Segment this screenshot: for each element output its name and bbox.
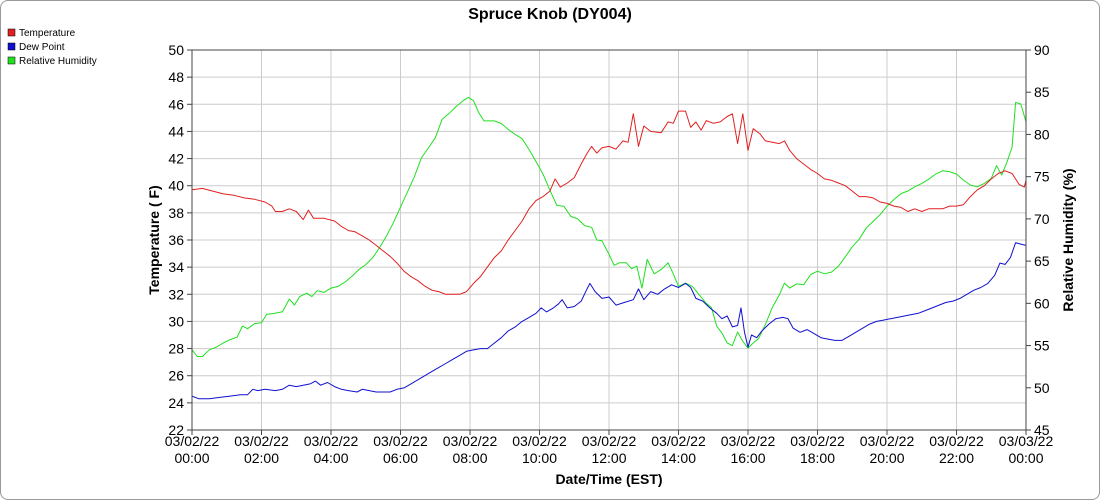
left-tick-label: 48 xyxy=(168,69,184,85)
left-tick-label: 36 xyxy=(168,232,184,248)
left-tick-label: 44 xyxy=(168,123,184,139)
series-line-dew-point xyxy=(191,242,1027,400)
left-tick-label: 50 xyxy=(168,42,184,58)
x-tick-label-date: 03/02/22 xyxy=(373,433,428,449)
right-tick-label: 60 xyxy=(1034,295,1050,311)
grid-lines xyxy=(191,49,1027,431)
left-axis-ticks: 22 24 26 28 30 32 34 36 38 40 42 44 46 48 50 xyxy=(168,42,192,438)
right-tick-label: 80 xyxy=(1034,126,1050,142)
x-tick-label-time: 00:00 xyxy=(1008,450,1043,466)
right-tick-label: 65 xyxy=(1034,253,1050,269)
x-tick-label-date: 03/02/22 xyxy=(512,433,567,449)
legend-label-relative-humidity: Relative Humidity xyxy=(19,56,97,67)
x-tick-label-date: 03/02/22 xyxy=(234,433,289,449)
x-tick-label-time: 18:00 xyxy=(800,450,835,466)
left-tick-label: 24 xyxy=(168,395,184,411)
x-tick-label-date: 03/02/22 xyxy=(860,433,915,449)
left-tick-label: 38 xyxy=(168,205,184,221)
right-tick-label: 70 xyxy=(1034,211,1050,227)
x-tick-label-time: 14:00 xyxy=(661,450,696,466)
right-tick-label: 50 xyxy=(1034,380,1050,396)
chart-title: Spruce Knob (DY004) xyxy=(468,6,632,23)
x-tick-label-time: 12:00 xyxy=(591,450,626,466)
x-tick-label-time: 20:00 xyxy=(869,450,904,466)
x-tick-label-date: 03/02/22 xyxy=(721,433,776,449)
x-tick-label-time: 04:00 xyxy=(313,450,348,466)
x-tick-label-time: 02:00 xyxy=(244,450,279,466)
legend-item-temperature[interactable]: Temperature xyxy=(7,28,76,39)
left-tick-label: 22 xyxy=(168,422,184,438)
legend: Temperature Dew Point Relative Humidity xyxy=(7,28,97,67)
legend-swatch-dew-point xyxy=(7,42,16,51)
left-tick-label: 40 xyxy=(168,178,184,194)
series-lines xyxy=(191,96,1027,400)
x-tick-label-time: 06:00 xyxy=(383,450,418,466)
x-tick-label-time: 16:00 xyxy=(730,450,765,466)
legend-item-dew-point[interactable]: Dew Point xyxy=(7,42,65,53)
left-tick-label: 26 xyxy=(168,368,184,384)
legend-label-dew-point: Dew Point xyxy=(19,42,65,53)
x-tick-label-date: 03/02/22 xyxy=(651,433,706,449)
right-tick-label: 85 xyxy=(1034,84,1050,100)
x-tick-label-date: 03/02/22 xyxy=(165,433,220,449)
x-tick-label-time: 22:00 xyxy=(939,450,974,466)
x-axis-ticks: 03/02/2200:0003/02/2202:0003/02/2204:000… xyxy=(165,430,1054,466)
left-tick-label: 34 xyxy=(168,259,184,275)
x-tick-label-date: 03/02/22 xyxy=(929,433,984,449)
x-axis-title: Date/Time (EST) xyxy=(555,471,662,487)
x-tick-label-time: 00:00 xyxy=(174,450,209,466)
right-axis-title: Relative Humidity (%) xyxy=(1060,168,1076,311)
right-tick-label: 55 xyxy=(1034,338,1050,354)
legend-swatch-relative-humidity xyxy=(7,56,16,65)
legend-label-temperature: Temperature xyxy=(19,28,76,39)
left-tick-label: 46 xyxy=(168,96,184,112)
x-tick-label-date: 03/03/22 xyxy=(999,433,1054,449)
right-axis-ticks: 45 50 55 60 65 70 75 80 85 90 xyxy=(1026,42,1050,438)
x-tick-label-date: 03/02/22 xyxy=(582,433,637,449)
left-tick-label: 42 xyxy=(168,151,184,167)
legend-swatch-temperature xyxy=(7,28,16,37)
right-tick-label: 75 xyxy=(1034,169,1050,185)
right-tick-label: 45 xyxy=(1034,422,1050,438)
x-tick-label-date: 03/02/22 xyxy=(304,433,359,449)
x-tick-label-date: 03/02/22 xyxy=(443,433,498,449)
left-axis-title: Temperature ( F) xyxy=(146,185,162,294)
left-tick-label: 30 xyxy=(168,313,184,329)
x-tick-label-time: 10:00 xyxy=(522,450,557,466)
x-tick-label-time: 08:00 xyxy=(452,450,487,466)
left-tick-label: 28 xyxy=(168,341,184,357)
left-tick-label: 32 xyxy=(168,286,184,302)
series-line-temperature xyxy=(191,110,1027,295)
right-tick-label: 90 xyxy=(1034,42,1050,58)
legend-item-relative-humidity[interactable]: Relative Humidity xyxy=(7,56,97,67)
x-tick-label-date: 03/02/22 xyxy=(790,433,845,449)
